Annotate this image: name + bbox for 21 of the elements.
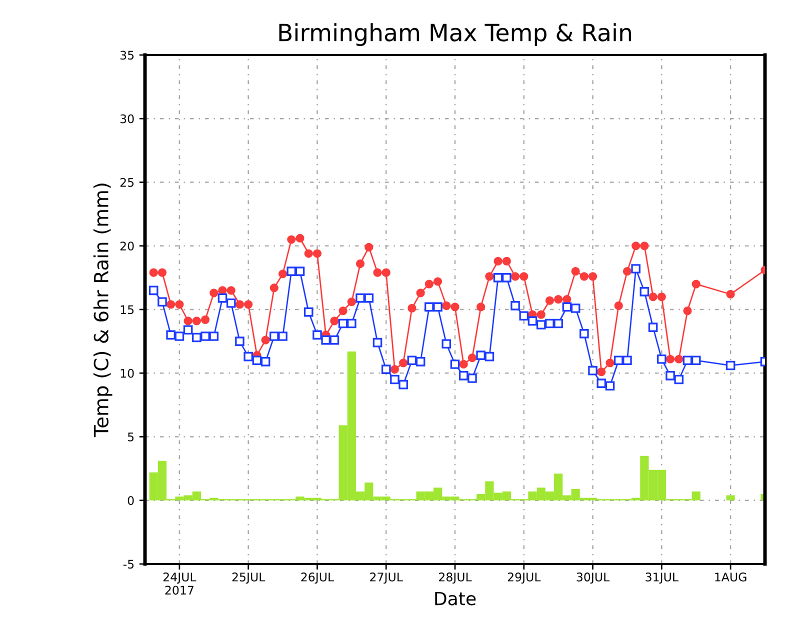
x-tick-label: 26JUL: [301, 572, 334, 584]
y-tick-label: 35: [120, 50, 134, 60]
y-tick-label: 25: [120, 178, 134, 187]
x-tick-label: 25JUL: [232, 572, 266, 584]
x-axis-title: Date: [435, 592, 476, 606]
x-tick-label: 31JUL: [646, 572, 678, 584]
y-tick-label: -5: [123, 560, 134, 569]
y-tick-label: 15: [120, 305, 134, 314]
x-tick-label: 30JUL: [576, 572, 610, 584]
y-tick-label: 20: [120, 242, 134, 251]
y-tick-label: 0: [128, 496, 134, 506]
chart-title: Birmingham Max Temp & Rain: [279, 23, 632, 46]
y-tick-label: 30: [120, 114, 134, 124]
x-tick-label: 1AUG: [715, 572, 746, 582]
y-tick-label: 10: [120, 368, 134, 378]
y-tick-label: 5: [128, 432, 134, 442]
x-tick-label: 27JUL: [370, 572, 403, 584]
x-tick-label: 24JUL 2017: [163, 572, 196, 595]
x-tick-label: 29JUL: [508, 572, 541, 584]
x-tick-label: 28JUL: [439, 572, 472, 584]
y-axis-title: Temp (C) & 6hr Rain (mm): [93, 184, 112, 438]
